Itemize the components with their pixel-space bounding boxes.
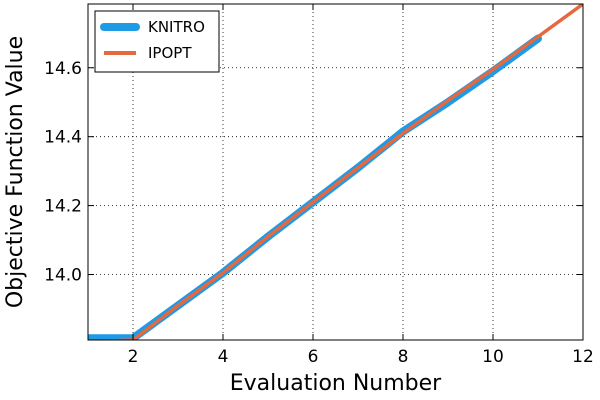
x-tick-label: 10 <box>482 347 504 367</box>
x-tick-label: 4 <box>218 347 229 367</box>
y-axis-label: Objective Function Value <box>3 36 28 308</box>
x-tick-label: 2 <box>128 347 139 367</box>
y-tick-label: 14.4 <box>44 128 82 148</box>
legend-label-ipopt: IPOPT <box>148 44 192 62</box>
plot-frame <box>87 3 584 341</box>
x-tick-label: 12 <box>572 347 594 367</box>
axis-ticks: 2 4 6 8 10 12 14.0 14.2 14.4 14.6 <box>44 4 594 367</box>
y-tick-label: 14.6 <box>44 59 82 79</box>
legend-label-knitro: KNITRO <box>148 18 205 36</box>
legend-box <box>94 10 220 73</box>
y-tick-label: 14.2 <box>44 197 82 217</box>
x-axis-label: Evaluation Number <box>230 371 442 396</box>
series-lines <box>88 4 583 340</box>
series-line-ipopt <box>88 4 583 340</box>
legend: KNITRO IPOPT <box>94 10 220 73</box>
y-tick-label: 14.0 <box>44 266 82 286</box>
x-tick-label: 6 <box>308 347 319 367</box>
x-tick-label: 8 <box>398 347 409 367</box>
